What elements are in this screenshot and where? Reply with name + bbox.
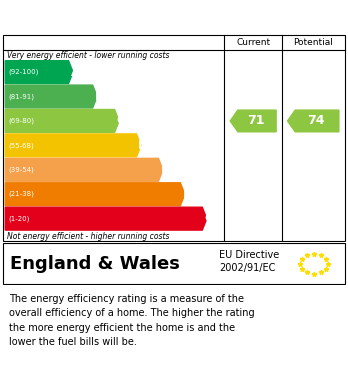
- Text: B: B: [95, 90, 104, 103]
- Text: D: D: [138, 139, 148, 152]
- Text: 74: 74: [307, 115, 324, 127]
- FancyArrow shape: [5, 109, 119, 133]
- FancyArrow shape: [5, 158, 163, 181]
- FancyArrow shape: [5, 183, 185, 206]
- Text: (92-100): (92-100): [8, 69, 38, 75]
- FancyArrow shape: [287, 110, 339, 132]
- Text: Potential: Potential: [293, 38, 333, 47]
- Text: 71: 71: [247, 115, 264, 127]
- Text: E: E: [161, 163, 169, 176]
- Text: A: A: [71, 66, 80, 79]
- FancyArrow shape: [5, 85, 97, 108]
- Text: G: G: [204, 212, 214, 225]
- Text: Very energy efficient - lower running costs: Very energy efficient - lower running co…: [7, 52, 169, 61]
- FancyArrow shape: [5, 207, 207, 230]
- Text: Energy Efficiency Rating: Energy Efficiency Rating: [9, 7, 238, 25]
- Text: Current: Current: [236, 38, 270, 47]
- Text: F: F: [183, 188, 191, 201]
- FancyArrow shape: [5, 134, 141, 157]
- FancyArrow shape: [5, 61, 73, 84]
- Text: C: C: [117, 115, 126, 127]
- Text: Not energy efficient - higher running costs: Not energy efficient - higher running co…: [7, 232, 169, 241]
- Text: (69-80): (69-80): [8, 118, 34, 124]
- Text: (81-91): (81-91): [8, 93, 34, 100]
- FancyArrow shape: [230, 110, 276, 132]
- Text: (1-20): (1-20): [8, 215, 29, 222]
- Text: England & Wales: England & Wales: [10, 255, 180, 273]
- Text: (21-38): (21-38): [8, 191, 34, 197]
- Text: (39-54): (39-54): [8, 167, 34, 173]
- Text: EU Directive
2002/91/EC: EU Directive 2002/91/EC: [219, 250, 279, 273]
- Text: The energy efficiency rating is a measure of the
overall efficiency of a home. T: The energy efficiency rating is a measur…: [9, 294, 254, 347]
- Text: (55-68): (55-68): [8, 142, 34, 149]
